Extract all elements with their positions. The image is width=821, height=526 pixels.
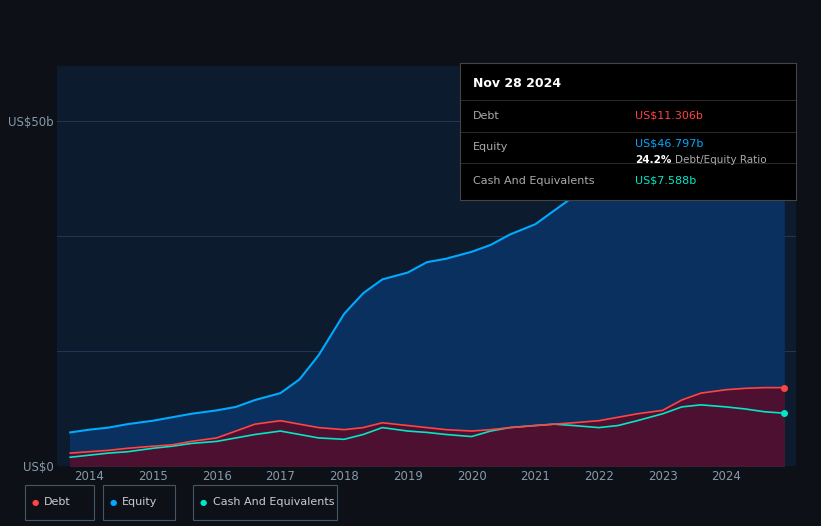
Text: Cash And Equivalents: Cash And Equivalents: [213, 497, 334, 508]
Text: Debt/Equity Ratio: Debt/Equity Ratio: [675, 155, 767, 165]
Text: Cash And Equivalents: Cash And Equivalents: [473, 176, 594, 186]
Text: Nov 28 2024: Nov 28 2024: [473, 77, 562, 90]
Text: ●: ●: [110, 498, 117, 507]
Text: ●: ●: [32, 498, 39, 507]
Text: Debt: Debt: [473, 111, 500, 121]
Text: Debt: Debt: [44, 497, 71, 508]
Text: US$7.588b: US$7.588b: [635, 176, 696, 186]
Text: ●: ●: [200, 498, 207, 507]
Text: US$46.797b: US$46.797b: [635, 138, 703, 148]
Text: Equity: Equity: [473, 141, 508, 151]
Text: 24.2%: 24.2%: [635, 155, 672, 165]
Text: US$11.306b: US$11.306b: [635, 111, 703, 121]
Text: Equity: Equity: [122, 497, 158, 508]
